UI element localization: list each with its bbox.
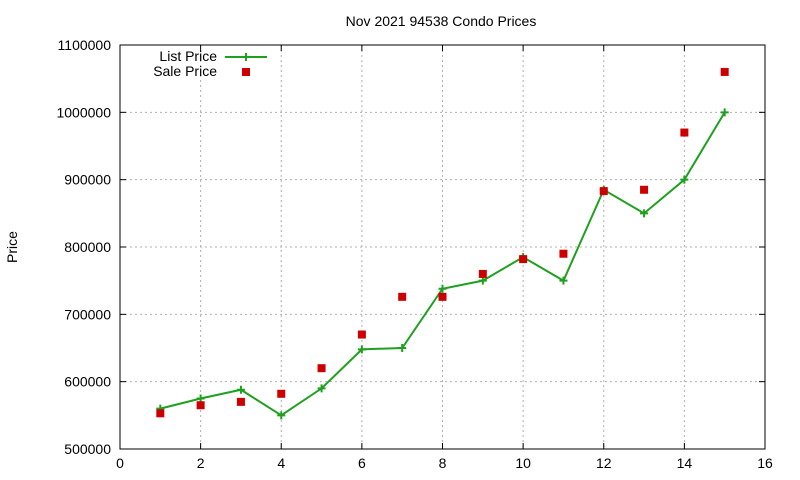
x-tick-label: 16: [757, 455, 773, 471]
list-price-point: [196, 394, 205, 403]
y-tick-label: 600000: [64, 374, 111, 390]
list-price-point: [720, 108, 729, 117]
list-price-line: [160, 111, 726, 417]
x-tick-label: 4: [277, 455, 285, 471]
legend: List Price Sale Price: [153, 48, 267, 79]
legend-marker-list-price: [242, 53, 250, 61]
list-price-point: [478, 276, 487, 285]
y-tick-label: 500000: [64, 441, 111, 457]
list-price-point: [357, 345, 366, 354]
x-tick-label: 10: [515, 455, 531, 471]
list-price-point: [438, 284, 447, 293]
sale-price-point: [599, 187, 608, 196]
list-price-point: [317, 384, 326, 393]
sale-price-point: [720, 67, 729, 76]
list-price-point: [277, 411, 286, 420]
y-axis-label: Price: [4, 231, 20, 263]
x-tick-label: 2: [197, 455, 205, 471]
legend-label-sale-price: Sale Price: [153, 63, 217, 79]
list-price-point: [236, 385, 245, 394]
sale-price-point: [478, 269, 487, 278]
legend-label-list-price: List Price: [159, 48, 217, 64]
x-tick-label: 8: [439, 455, 447, 471]
chart-title: Nov 2021 94538 Condo Prices: [346, 13, 537, 29]
list-price-point: [559, 276, 568, 285]
sale-price-point: [196, 401, 205, 410]
x-tick-label: 6: [358, 455, 366, 471]
sale-price-point: [398, 292, 407, 301]
x-tick-label: 14: [677, 455, 693, 471]
y-tick-label: 900000: [64, 172, 111, 188]
sale-price-point: [236, 397, 245, 406]
list-price-point: [640, 209, 649, 218]
sale-price-point: [680, 128, 689, 137]
series-layer: [156, 67, 729, 420]
sale-price-point: [438, 292, 447, 301]
x-tick-label: 12: [596, 455, 612, 471]
list-price-point: [398, 344, 407, 352]
y-tick-label: 800000: [64, 239, 111, 255]
sale-price-point: [559, 249, 568, 258]
sale-price-point: [519, 255, 528, 264]
sale-price-point: [317, 364, 326, 373]
sale-price-point: [156, 409, 165, 418]
y-tick-label: 1000000: [56, 104, 111, 120]
axis-layer: 0 2 4 6 8 10 12 14 16 500000 600000 700000 800000 900…: [56, 37, 773, 471]
sale-price-point: [357, 330, 366, 339]
y-tick-label: 1100000: [58, 37, 112, 53]
y-tick-label: 700000: [64, 306, 111, 322]
sale-price-point: [277, 389, 286, 398]
x-tick-label: 0: [116, 455, 124, 471]
grid-layer: [120, 45, 765, 449]
legend-marker-sale-price: [242, 68, 250, 76]
sale-price-point: [640, 185, 649, 194]
list-price-point: [680, 175, 689, 184]
